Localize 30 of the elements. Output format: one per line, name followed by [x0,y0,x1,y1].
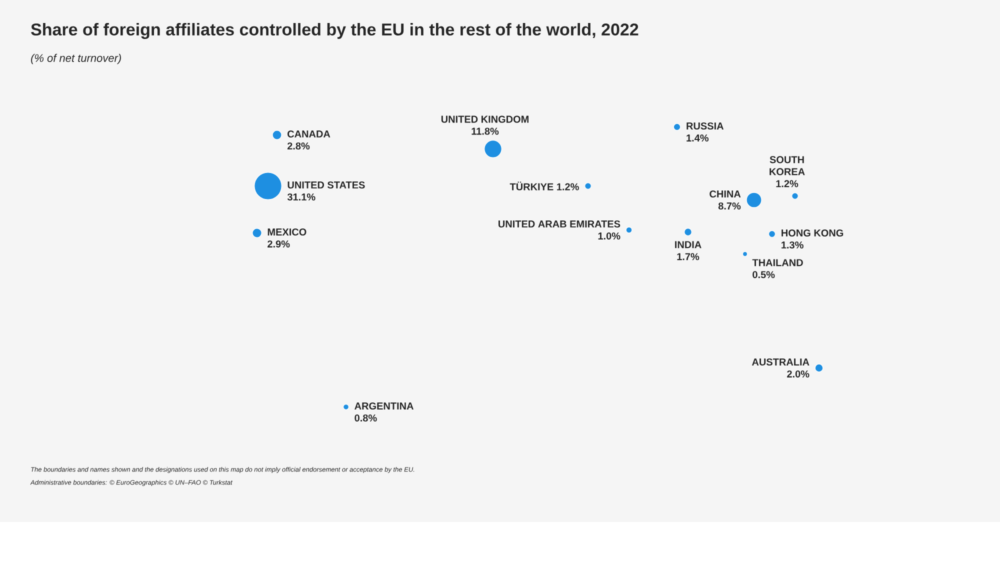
data-label: 2.9% [268,240,290,248]
data-label: 31.1% [287,193,316,201]
data-label: 2.0% [787,370,810,378]
category-label: THAILAND [752,259,803,266]
category-label: CANADA [288,130,330,138]
text: Share of foreign affiliates controlled by the EU in the rest of the world, 2022 [31,23,638,39]
data-label: 0.8% [354,414,377,422]
data-label: 2.8% [287,142,310,150]
category-label: UNITED KINGDOM [441,116,529,123]
text: (% of net turnover) [31,54,121,64]
category-label: INDIA [675,241,702,248]
data-label: 11.8% [472,128,499,135]
data-label: 1.2% [557,183,579,190]
data-label: 1.3% [782,241,804,249]
category-label: MEXICO [268,228,306,236]
data-label: 1.0% [598,232,620,240]
category-label: TÜRKIYE [510,182,554,190]
category-label: SOUTH KOREA [770,156,805,176]
category-label: UNITED ARAB EMIRATES [498,220,620,228]
data-label: 0.5% [752,271,775,278]
category-label: CHINA [710,190,741,198]
data-label: 1.7% [677,253,700,260]
data-label: 8.7% [718,202,741,210]
data-label: 1.2% [776,180,798,188]
data-label: 1.4% [686,134,709,142]
category-label: RUSSIA [686,122,724,130]
category-label: AUSTRALIA [752,358,810,366]
category-label: HONG KONG [782,229,844,237]
category-label: ARGENTINA [354,402,414,410]
category-label: UNITED STATES [288,181,365,189]
